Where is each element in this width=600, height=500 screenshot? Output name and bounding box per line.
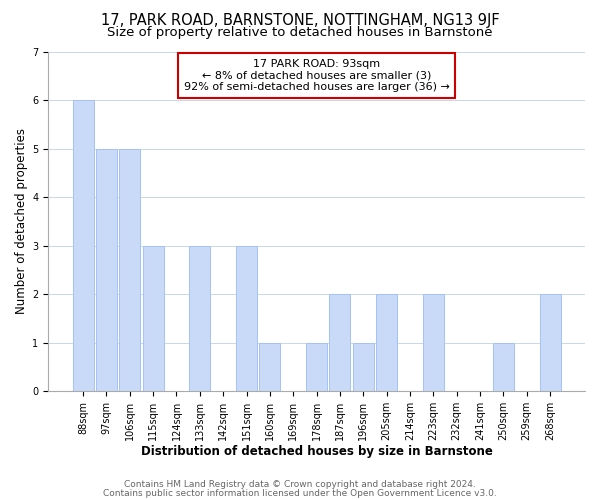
Bar <box>236 246 257 391</box>
Bar <box>259 342 280 391</box>
Bar <box>376 294 397 391</box>
Bar <box>353 342 374 391</box>
Bar <box>306 342 327 391</box>
Text: 17, PARK ROAD, BARNSTONE, NOTTINGHAM, NG13 9JF: 17, PARK ROAD, BARNSTONE, NOTTINGHAM, NG… <box>101 12 499 28</box>
Bar <box>539 294 560 391</box>
Bar <box>190 246 211 391</box>
Bar <box>96 148 117 391</box>
Y-axis label: Number of detached properties: Number of detached properties <box>15 128 28 314</box>
Bar <box>119 148 140 391</box>
X-axis label: Distribution of detached houses by size in Barnstone: Distribution of detached houses by size … <box>140 444 493 458</box>
Text: 17 PARK ROAD: 93sqm
← 8% of detached houses are smaller (3)
92% of semi-detached: 17 PARK ROAD: 93sqm ← 8% of detached hou… <box>184 59 449 92</box>
Text: Contains public sector information licensed under the Open Government Licence v3: Contains public sector information licen… <box>103 488 497 498</box>
Bar <box>423 294 444 391</box>
Bar <box>73 100 94 391</box>
Bar <box>329 294 350 391</box>
Text: Size of property relative to detached houses in Barnstone: Size of property relative to detached ho… <box>107 26 493 39</box>
Text: Contains HM Land Registry data © Crown copyright and database right 2024.: Contains HM Land Registry data © Crown c… <box>124 480 476 489</box>
Bar <box>493 342 514 391</box>
Bar <box>143 246 164 391</box>
